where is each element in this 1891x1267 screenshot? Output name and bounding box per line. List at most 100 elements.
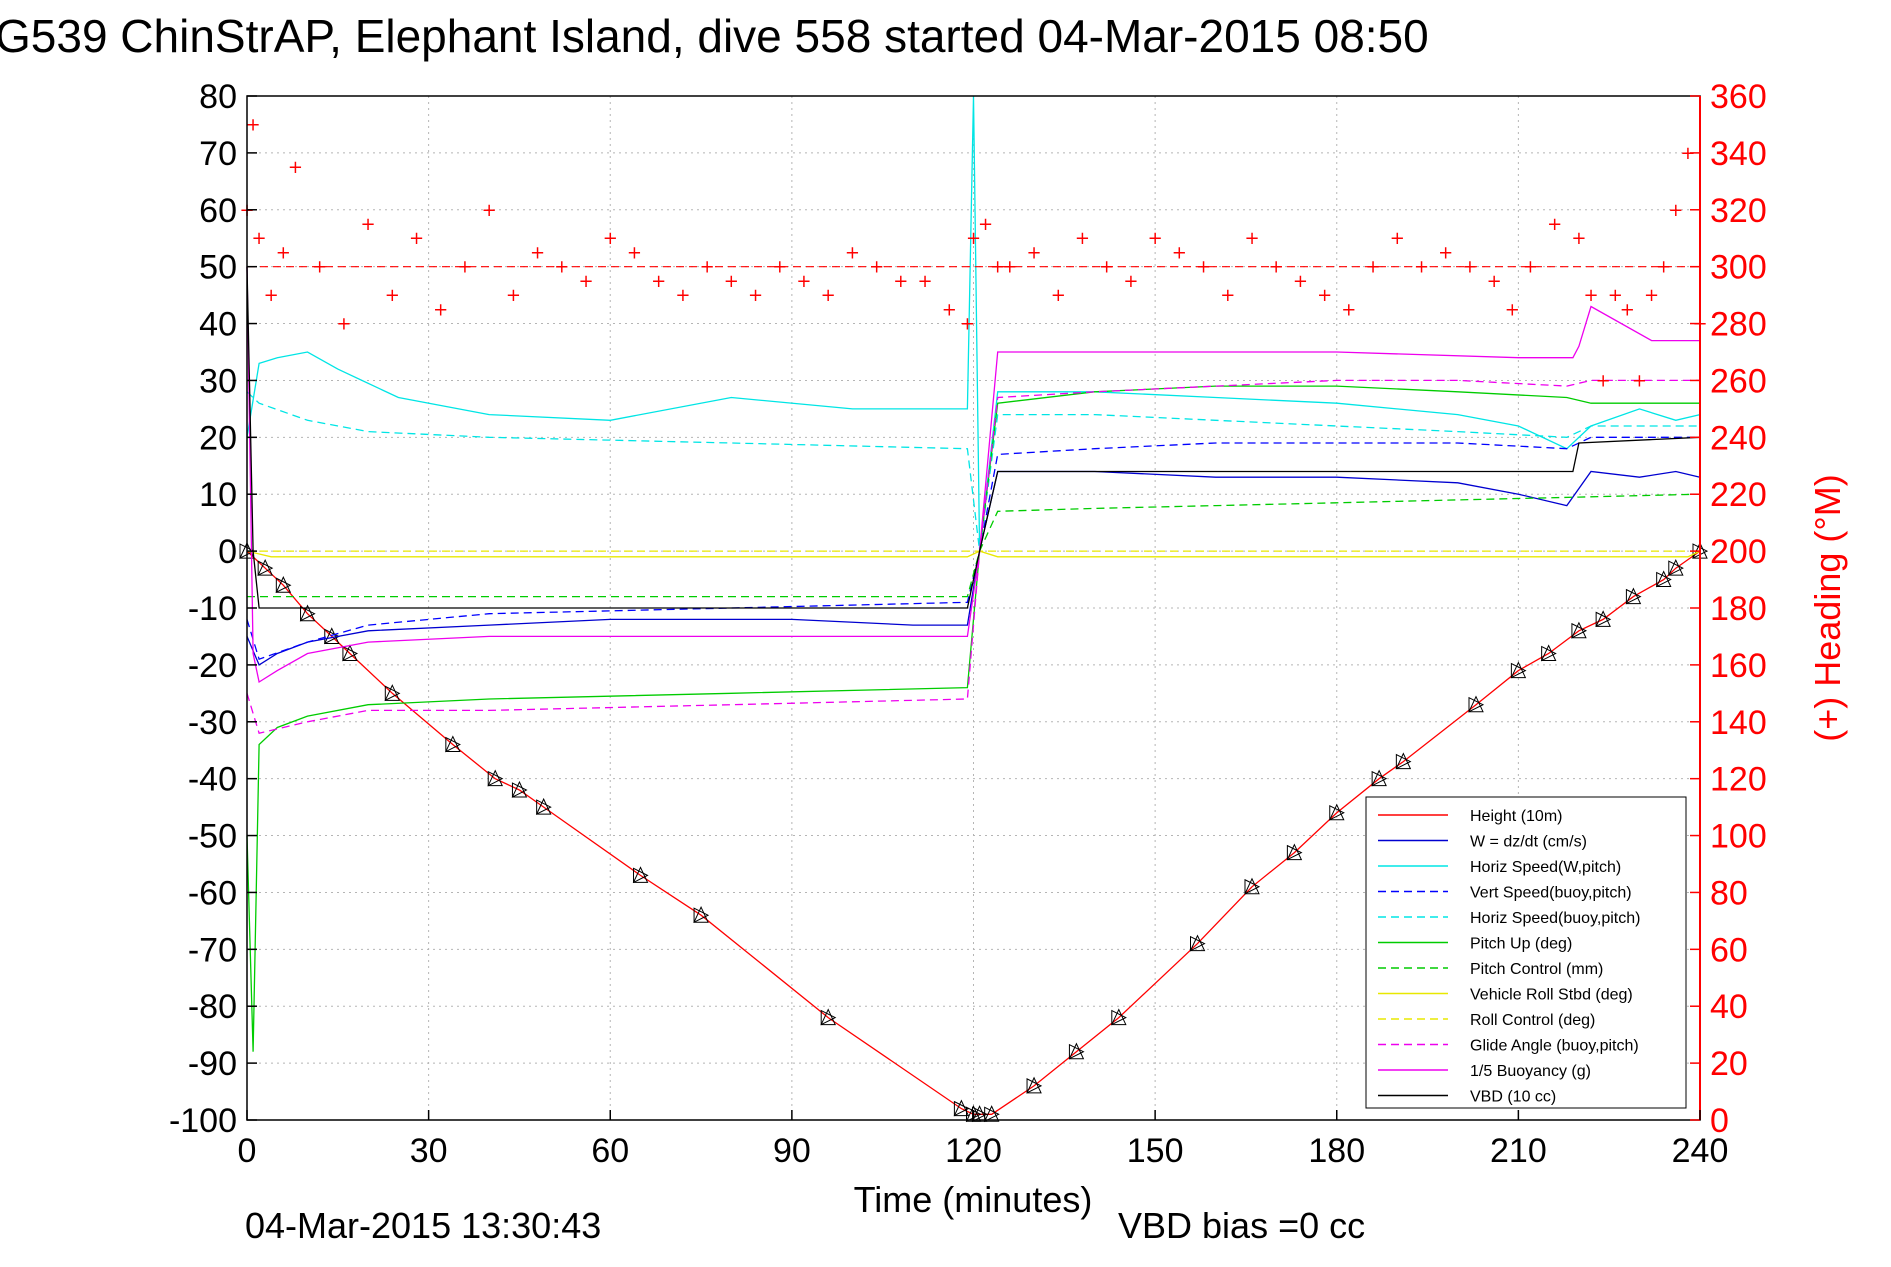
y-tick-label: 80 <box>199 78 237 116</box>
heading-point: + <box>578 271 593 292</box>
heading-point: + <box>1269 257 1284 278</box>
height-marker-alt <box>1026 1078 1043 1094</box>
heading-point: + <box>700 257 715 278</box>
y2-tick-label: 180 <box>1710 590 1767 628</box>
heading-point: + <box>1680 143 1695 164</box>
x-tick-label: 90 <box>773 1132 811 1170</box>
heading-point: + <box>1547 214 1562 235</box>
series-line-2 <box>246 95 1701 552</box>
heading-point: + <box>409 228 424 249</box>
height-marker <box>1068 1042 1085 1060</box>
y-tick-label: -50 <box>188 818 237 856</box>
heading-point: + <box>433 299 448 320</box>
height-marker-alt <box>1595 611 1612 628</box>
height-marker <box>1371 769 1387 787</box>
height-marker-alt <box>1571 622 1588 639</box>
heading-point: + <box>772 257 787 278</box>
height-marker-alt <box>1190 935 1206 952</box>
axes: 80706050403020100-10-20-30-40-50-60-70-8… <box>169 78 1767 1170</box>
series-line-7 <box>246 550 1701 558</box>
y2-tick-label: 0 <box>1710 1102 1729 1140</box>
legend-label: Roll Control (deg) <box>1470 1012 1595 1029</box>
heading-point: + <box>1148 228 1163 249</box>
legend-label: Vehicle Roll Stbd (deg) <box>1470 987 1633 1004</box>
height-marker <box>820 1008 836 1026</box>
y2-tick-label: 200 <box>1710 533 1767 571</box>
height-marker <box>535 797 552 815</box>
series-line-11 <box>246 266 1701 609</box>
height-marker <box>693 906 709 923</box>
heading-point: + <box>1608 285 1623 306</box>
height-marker-alt <box>536 799 552 815</box>
heading-point: + <box>530 242 545 263</box>
heading-point: + <box>869 257 884 278</box>
heading-point: + <box>361 214 376 235</box>
heading-point: + <box>1487 271 1502 292</box>
heading-point: + <box>506 285 521 306</box>
height-marker-alt <box>984 1106 1000 1123</box>
height-marker-alt <box>972 1106 988 1123</box>
heading-point: + <box>457 257 472 278</box>
heading-point: + <box>893 271 908 292</box>
height-marker <box>983 1105 1000 1122</box>
footer-timestamp: 04-Mar-2015 13:30:43 <box>245 1205 601 1246</box>
heading-point: + <box>1571 228 1586 249</box>
height-marker-alt <box>257 560 274 576</box>
y2-tick-label: 140 <box>1710 704 1767 742</box>
y-tick-label: 70 <box>199 135 237 173</box>
heading-point: + <box>966 228 981 249</box>
height-marker <box>1510 661 1527 679</box>
x-tick-label: 150 <box>1127 1132 1184 1170</box>
heading-point: + <box>1644 285 1659 306</box>
legend: Height (10m) W = dz/dt (cm/s) Horiz Speed(… <box>1365 796 1687 1109</box>
legend-label: Horiz Speed(buoy,pitch) <box>1470 910 1640 927</box>
heading-point: + <box>246 114 261 135</box>
y-tick-label: 20 <box>199 419 237 457</box>
height-marker <box>275 576 292 593</box>
height-marker-alt <box>300 605 316 622</box>
height-marker <box>1111 1008 1127 1026</box>
height-marker <box>1655 570 1672 588</box>
x-tick-label: 180 <box>1308 1132 1365 1170</box>
heading-point: + <box>264 285 279 306</box>
legend-label: Pitch Control (mm) <box>1470 961 1603 978</box>
height-marker-alt <box>1395 753 1412 770</box>
heading-point: + <box>1099 257 1114 278</box>
height-marker-alt <box>1510 662 1527 679</box>
height-marker-alt <box>1656 571 1672 588</box>
legend-label: 1/5 Buoyancy (g) <box>1470 1063 1591 1080</box>
series-line-6 <box>247 493 1701 598</box>
y-tick-label: -60 <box>188 874 237 912</box>
legend-label: Vert Speed(buoy,pitch) <box>1470 885 1632 902</box>
y2-tick-label: 240 <box>1710 419 1767 457</box>
y2-tick-label: 80 <box>1710 874 1748 912</box>
legend-label: Glide Angle (buoy,pitch) <box>1470 1038 1639 1055</box>
heading-point: + <box>1632 370 1647 391</box>
heading-point: + <box>942 299 957 320</box>
height-marker-alt <box>820 1009 837 1026</box>
heading-point: + <box>1220 285 1235 306</box>
heading-point: + <box>1620 299 1635 320</box>
height-marker <box>632 866 649 883</box>
y2-tick-label: 160 <box>1710 647 1767 685</box>
series-line-3 <box>246 436 1700 661</box>
legend-label: Height (10m) <box>1470 808 1562 825</box>
height-marker-alt <box>342 645 359 662</box>
heading-point: + <box>288 157 303 178</box>
heading-point: + <box>1462 257 1477 278</box>
heading-point: + <box>651 271 666 292</box>
legend-label: W = dz/dt (cm/s) <box>1470 834 1587 851</box>
heading-point: + <box>960 314 975 335</box>
height-marker-alt <box>1329 804 1345 821</box>
heading-point: + <box>845 242 860 263</box>
height-marker <box>1395 752 1412 770</box>
y2-tick-label: 120 <box>1710 761 1767 799</box>
legend-box <box>1365 796 1687 1109</box>
heading-point: + <box>252 228 267 249</box>
height-marker <box>384 684 401 701</box>
height-marker <box>953 1099 970 1117</box>
heading-point: + <box>385 285 400 306</box>
height-marker <box>1540 644 1557 662</box>
y2-axis-label: (+) Heading (°M) <box>1807 474 1848 741</box>
